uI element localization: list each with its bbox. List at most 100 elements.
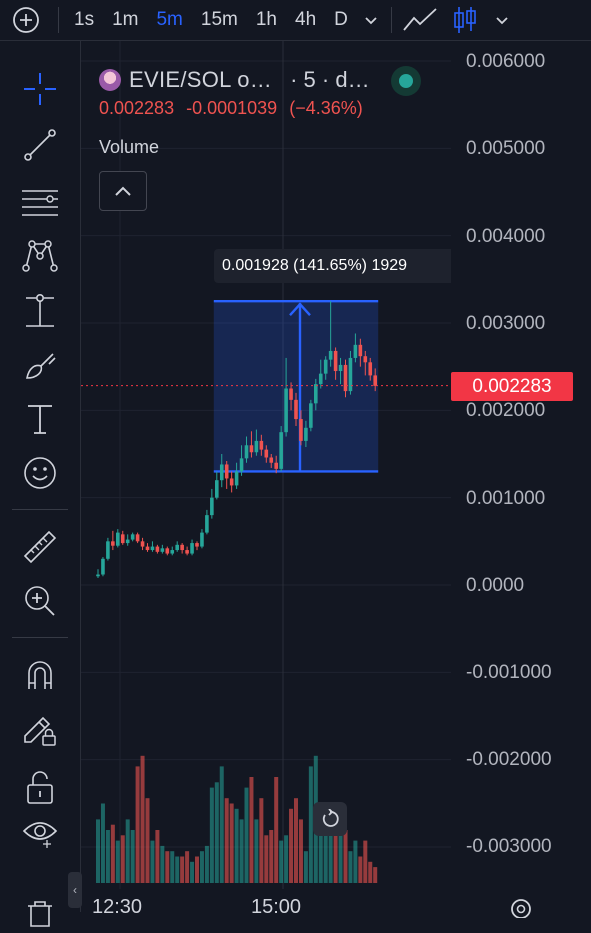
candle (120, 530, 125, 545)
candle (318, 359, 323, 389)
candle-body (120, 534, 125, 544)
candle (111, 530, 115, 551)
timeframe-1h[interactable]: 1h (255, 9, 277, 30)
magnet-tool[interactable] (18, 653, 62, 697)
timeframe-4h[interactable]: 4h (295, 9, 317, 30)
chart-settings-button[interactable] (508, 896, 534, 923)
volume-bar (289, 808, 294, 883)
candle (323, 356, 328, 380)
volume-bar (199, 851, 204, 883)
add-symbol-button[interactable] (0, 0, 52, 40)
candle (338, 357, 343, 385)
last-price-tag: 0.002283 (451, 372, 573, 401)
zoom-in-tool[interactable] (18, 579, 62, 623)
candle (170, 546, 175, 556)
candle-body (323, 359, 328, 374)
candles-chart-button[interactable] (442, 0, 488, 40)
time-tick: 12:30 (92, 896, 143, 918)
candle-body (140, 541, 145, 547)
volume-bar (165, 851, 170, 883)
volume-bar (239, 819, 244, 883)
candle (239, 445, 244, 476)
volume-bar (190, 861, 195, 883)
emoji-tool[interactable] (18, 451, 62, 495)
refresh-icon (322, 809, 339, 827)
trash-icon (28, 901, 52, 927)
symbol-name[interactable]: EVIE/SOL o… (129, 67, 273, 92)
candlestick-chart-icon (454, 7, 476, 33)
timeframe-1m[interactable]: 1m (112, 9, 139, 30)
volume-bar (100, 803, 105, 883)
visibility-tool[interactable] (18, 811, 62, 855)
volume-bar (145, 798, 150, 883)
volume-bar (328, 819, 333, 883)
pattern-tool[interactable] (18, 233, 62, 277)
lock-drawings-tool[interactable] (18, 707, 62, 751)
volume-bar (333, 824, 338, 883)
price-tick: 0.003000 (466, 313, 546, 334)
volume-bar (180, 856, 185, 883)
timeframe-5m[interactable]: 5m (156, 9, 183, 30)
toolbar-divider (12, 637, 68, 638)
collapse-toolbar-button[interactable]: ‹ (68, 872, 82, 908)
reset-chart-button[interactable] (313, 802, 347, 836)
more-timeframes-button[interactable] (357, 0, 385, 40)
volume-bar (170, 851, 175, 883)
candle-body (318, 373, 323, 385)
timeframe-d[interactable]: D (334, 9, 348, 30)
volume-bar (368, 861, 373, 883)
measure-tool[interactable] (18, 289, 62, 333)
chart-type-menu-button[interactable] (488, 0, 516, 40)
candle-body (249, 445, 254, 453)
timeframe-1s[interactable]: 1s (74, 9, 95, 30)
volume-bar (249, 777, 254, 883)
volume-bar (373, 867, 378, 883)
chart-legend: EVIE/SOL o… · 5 · d… 0.002283 -0.0001039… (99, 66, 421, 119)
candle-body (304, 427, 308, 441)
volume-bar (298, 819, 303, 883)
price-tick: 0.004000 (466, 226, 546, 247)
ruler-icon (23, 530, 57, 564)
price-tick: -0.002000 (466, 749, 552, 770)
volume-indicator-label[interactable]: Volume (99, 137, 160, 157)
price-chart[interactable] (81, 41, 451, 889)
text-tool[interactable] (18, 397, 62, 441)
line-chart-button[interactable] (398, 0, 442, 40)
candle (210, 488, 214, 519)
delete-drawings-tool[interactable] (18, 889, 62, 933)
candle (185, 546, 189, 556)
timeframe-15m[interactable]: 15m (200, 9, 238, 30)
unlock-tool[interactable] (18, 765, 62, 809)
candle-body (348, 357, 353, 392)
candle-body (106, 541, 110, 559)
candle-body (363, 356, 368, 363)
candle (106, 537, 110, 561)
candle-body (368, 362, 373, 376)
volume-bar (234, 808, 239, 883)
market-status-indicator[interactable] (391, 66, 421, 96)
crosshair-tool[interactable] (18, 67, 62, 111)
candle-body (210, 497, 214, 516)
crosshair-icon (24, 73, 56, 105)
emoji-icon (24, 457, 56, 489)
collapse-legend-button[interactable] (99, 171, 147, 211)
measurement-box (213, 301, 379, 472)
horizontal-lines-tool[interactable] (18, 179, 62, 223)
candle-body (190, 543, 194, 554)
candle (205, 509, 209, 535)
volume-bar (338, 835, 343, 883)
candle (269, 454, 274, 468)
brush-tool[interactable] (18, 343, 62, 387)
ruler-tool[interactable] (18, 525, 62, 569)
trend-line-tool[interactable] (18, 123, 62, 167)
chevron-down-icon (365, 17, 377, 25)
candle-body (229, 478, 234, 486)
candle (373, 368, 377, 392)
volume-bar (204, 845, 209, 883)
unlock-icon (27, 771, 53, 804)
candle (219, 454, 224, 488)
volume-bar (279, 840, 284, 883)
candle-body (135, 534, 140, 542)
change-value: -0.0001039 (186, 98, 278, 118)
candle-body (279, 432, 283, 469)
